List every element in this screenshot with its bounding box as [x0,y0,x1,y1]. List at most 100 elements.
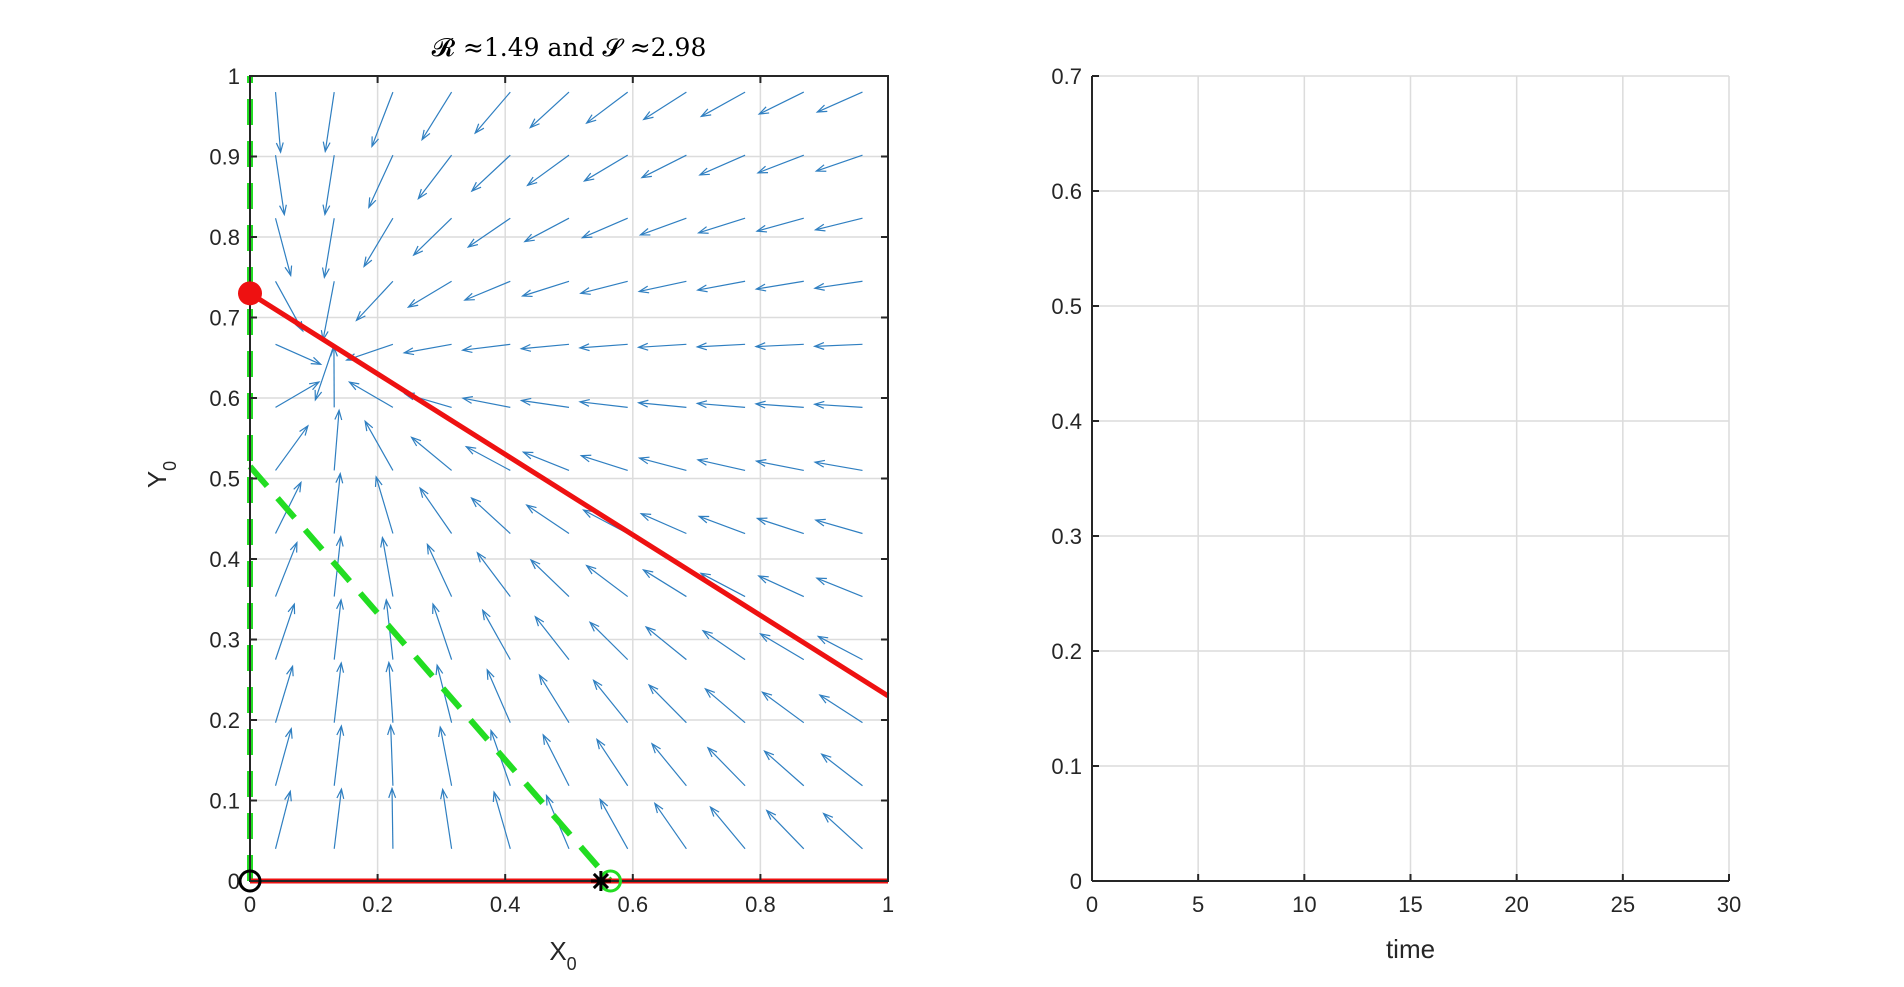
vector-arrowhead [289,540,298,553]
vector-arrowhead [592,678,603,691]
vector-arrow [388,662,394,723]
vector-arrowhead [639,513,652,522]
vector-arrow [757,517,804,535]
vector-arrowhead [578,398,590,407]
vector-arrowhead [542,733,551,745]
vector-arrowhead [637,456,650,465]
vector-arrow [322,281,335,341]
vector-arrowhead [426,542,435,555]
vector-arrowhead [763,749,775,761]
vector-arrow [758,575,805,598]
y-tick-label: 0.6 [209,386,240,411]
vector-arrowhead [812,400,825,409]
vector-arrow [462,397,511,408]
vector-arrowhead [637,285,650,294]
vector-field [274,91,863,850]
vector-arrowhead [474,123,485,135]
vector-arrowhead [699,108,712,118]
vector-arrowhead [588,621,600,632]
vector-arrowhead [813,282,825,291]
star-stroke [592,872,610,890]
vector-arrow [323,218,335,278]
vector-arrow [755,403,804,408]
vector-arrowhead [695,342,708,351]
vector-arrow [432,603,453,660]
vector-arrowhead [534,615,545,627]
vector-arrow [707,747,746,787]
y-axis-label: Y0 [142,461,180,488]
x-tick-label: 0.2 [362,892,393,917]
vector-arrowhead [284,789,292,802]
vector-arrowhead [387,723,396,736]
vector-arrowhead [284,727,293,739]
vector-arrow [333,725,342,786]
vector-arrowhead [582,509,594,518]
vector-arrow [527,154,570,186]
vector-arrow [581,455,628,472]
phase-portrait: 0 0.2 0.4 0.6 0.8 1 0 0.1 0.2 0.3 0.4 0.5 0.6 0.7 0.8 0… [142,33,894,974]
vector-arrow [275,381,320,408]
vector-arrow [521,399,570,408]
vector-arrowhead [314,389,323,402]
vector-arrow [390,725,394,786]
vector-arrow [381,537,394,597]
vector-arrowhead [697,515,710,524]
vector-arrowhead [388,786,397,799]
y-tick-label: 0.7 [1051,64,1082,89]
vector-arrowhead [336,661,345,673]
x-tick-label: 1 [882,892,894,917]
vector-arrow [764,750,805,787]
vector-arrow [756,460,804,472]
vector-arrowhead [336,724,345,736]
y-axis-label-main: Y [142,471,172,488]
vector-arrow [697,343,746,348]
vector-arrowhead [815,577,827,586]
vector-arrowhead [704,687,716,698]
vector-arrow [762,691,805,724]
vector-arrow [274,728,292,786]
vector-arrowhead [578,343,590,352]
vector-arrow [702,630,746,661]
equilibrium-marker [238,281,262,306]
vector-arrow [756,280,804,290]
vector-arrowhead [636,399,649,408]
vector-arrow [821,753,863,787]
vector-arrowhead [761,691,773,701]
vector-arrow [476,552,511,597]
vector-arrowhead [470,181,482,193]
vector-arrow [371,91,394,147]
vector-arrowhead [347,381,360,391]
vector-arrowhead [758,633,771,643]
equilibrium-marker [238,869,262,893]
vector-arrowhead [644,625,656,636]
vector-arrowhead [410,436,422,447]
vector-arrowhead [599,797,609,810]
vector-arrow [466,446,511,471]
vector-arrow [534,616,570,660]
y-tick-label: 0.3 [209,628,240,653]
vector-arrowhead [322,204,331,217]
vector-arrowhead [435,663,444,676]
vector-arrowhead [538,673,548,686]
x-tick-label: 0.4 [490,892,521,917]
vector-arrow [816,154,863,172]
vector-arrowhead [287,602,296,615]
vector-arrow [586,91,629,124]
vector-arrow [521,343,570,350]
vector-arrow [333,473,341,534]
y-tick-label: 0.2 [1051,639,1082,664]
vector-arrowhead [812,341,825,350]
x-tick-label: 10 [1292,892,1316,917]
vector-arrow [697,280,746,291]
vector-arrow [640,513,687,535]
vector-arrowhead [520,289,533,298]
vector-arrowhead [334,408,343,421]
vector-arrowhead [519,397,532,406]
vector-arrow [643,569,687,598]
vector-arrowhead [374,475,383,487]
x-tick-label: 20 [1504,892,1528,917]
vector-arrowhead [545,793,554,806]
vector-arrow [364,420,394,471]
vector-arrowhead [432,602,440,615]
vector-arrowhead [470,496,482,508]
